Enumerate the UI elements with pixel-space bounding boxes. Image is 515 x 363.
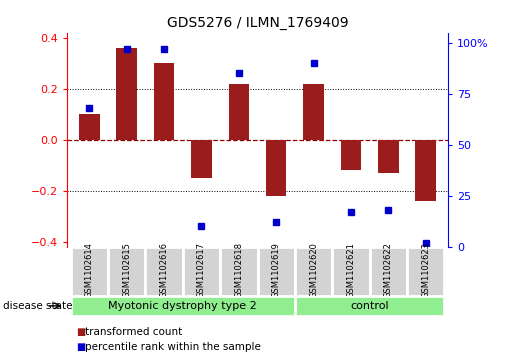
Bar (145, 247, 183, 296)
Bar (266, 140, 286, 196)
Bar (116, 48, 137, 140)
Text: ■: ■ (76, 342, 85, 352)
Bar (378, 140, 399, 173)
Bar (79, 114, 99, 140)
Bar (220, 247, 258, 296)
Text: GSM1102618: GSM1102618 (234, 242, 243, 298)
Bar (340, 140, 361, 170)
Bar (191, 140, 212, 178)
Bar (183, 247, 220, 296)
Text: GSM1102619: GSM1102619 (272, 242, 281, 298)
Bar (71, 296, 295, 316)
Title: GDS5276 / ILMN_1769409: GDS5276 / ILMN_1769409 (167, 16, 348, 30)
Bar (71, 247, 108, 296)
Bar (295, 247, 332, 296)
Text: GSM1102617: GSM1102617 (197, 242, 206, 298)
Bar (303, 83, 324, 140)
Text: GSM1102620: GSM1102620 (309, 242, 318, 298)
Bar (154, 63, 175, 140)
Text: ■: ■ (76, 327, 85, 337)
Text: GSM1102615: GSM1102615 (122, 242, 131, 298)
Bar (370, 247, 407, 296)
Text: GSM1102616: GSM1102616 (160, 242, 168, 298)
Text: transformed count: transformed count (85, 327, 182, 337)
Bar (416, 140, 436, 201)
Bar (258, 247, 295, 296)
Text: GSM1102623: GSM1102623 (421, 242, 430, 298)
Text: disease state: disease state (3, 301, 72, 311)
Text: GSM1102621: GSM1102621 (347, 242, 355, 298)
Text: Myotonic dystrophy type 2: Myotonic dystrophy type 2 (108, 301, 257, 311)
Text: control: control (350, 301, 389, 311)
Text: GSM1102622: GSM1102622 (384, 242, 393, 298)
Bar (108, 247, 145, 296)
Text: percentile rank within the sample: percentile rank within the sample (85, 342, 261, 352)
Text: GSM1102614: GSM1102614 (85, 242, 94, 298)
Bar (332, 247, 370, 296)
Bar (407, 247, 444, 296)
Bar (229, 83, 249, 140)
Bar (295, 296, 444, 316)
